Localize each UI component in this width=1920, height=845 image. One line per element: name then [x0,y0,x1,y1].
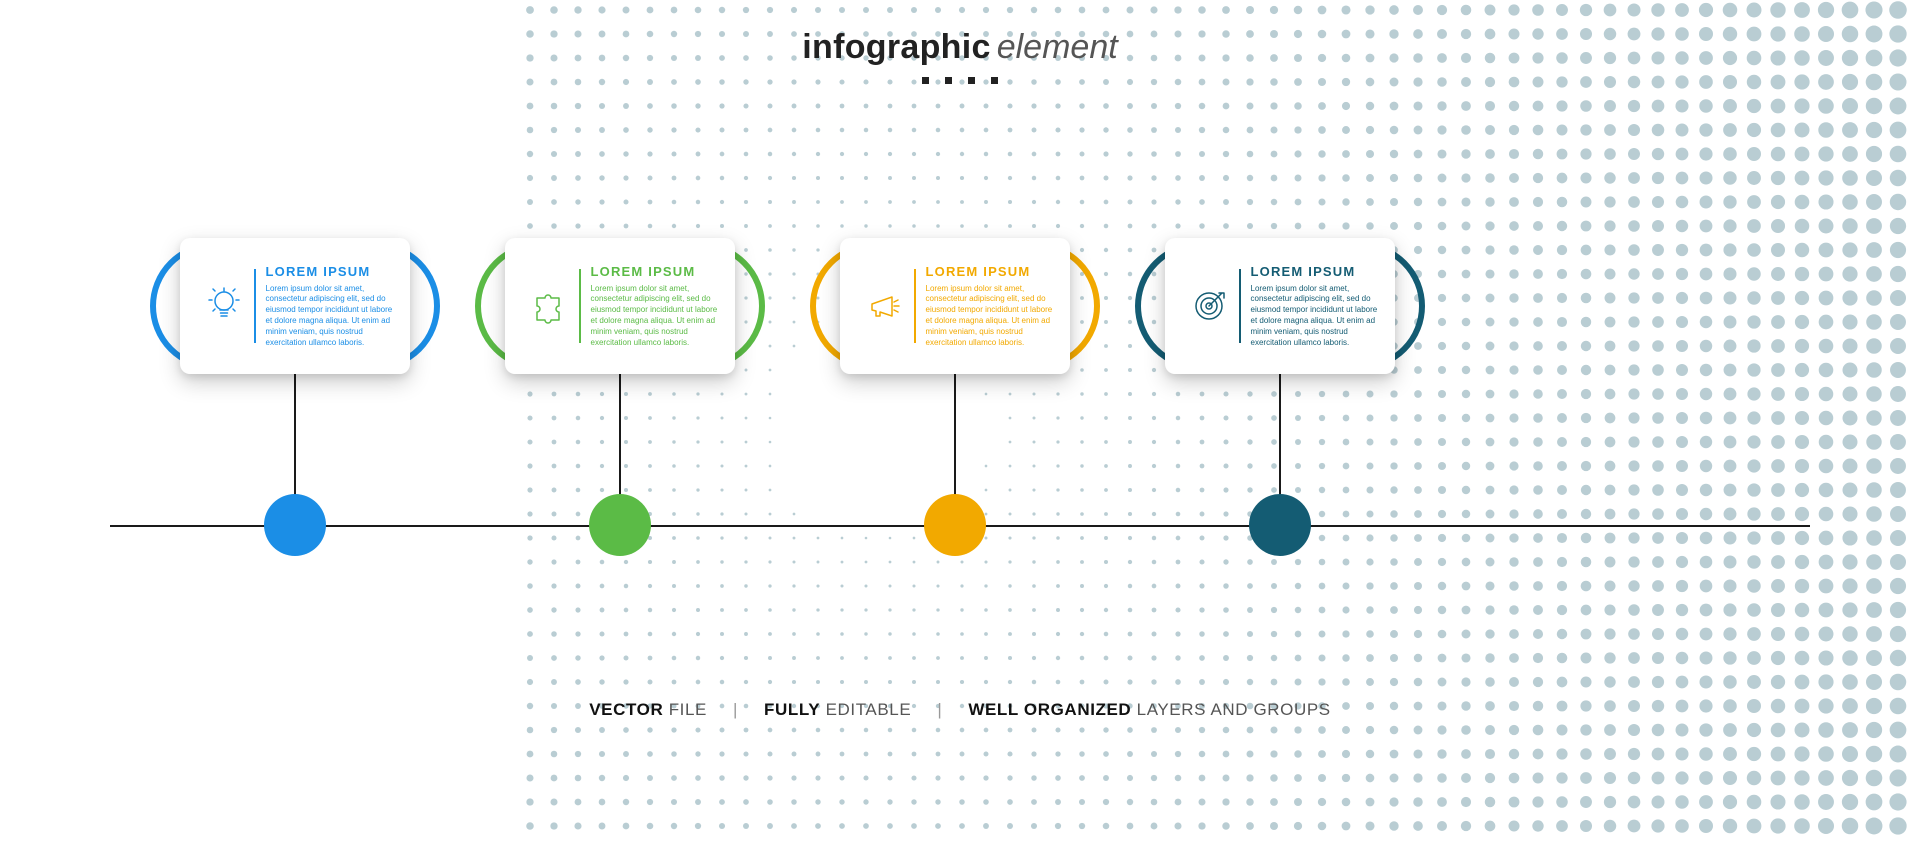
footer-caption: VECTOR FILE | FULLY EDITABLE | WELL ORGANIZE… [0,700,1920,720]
step-card: LOREM IPSUM Lorem ipsum dolor sit amet, c… [1135,242,1425,370]
card-body: Lorem ipsum dolor sit amet, consectetur … [266,284,397,349]
megaphone-icon [858,261,910,351]
card-title: LOREM IPSUM [266,264,397,279]
step-card: LOREM IPSUM Lorem ipsum dolor sit amet, c… [475,242,765,370]
timeline-axis [110,525,1810,527]
card-separator [1239,269,1241,343]
footer-light: LAYERS AND GROUPS [1131,700,1330,719]
card-wafer: LOREM IPSUM Lorem ipsum dolor sit amet, c… [505,238,735,374]
card-wafer: LOREM IPSUM Lorem ipsum dolor sit amet, c… [1165,238,1395,374]
timeline-node [1249,494,1311,556]
footer-divider: | [733,700,738,719]
card-title: LOREM IPSUM [591,264,722,279]
footer-light: EDITABLE [820,700,911,719]
header-dot [922,77,929,84]
page-header: infographicelement [0,28,1920,84]
card-text: LOREM IPSUM Lorem ipsum dolor sit amet, c… [1251,264,1382,349]
card-wafer: LOREM IPSUM Lorem ipsum dolor sit amet, c… [840,238,1070,374]
header-indicator-dots [0,77,1920,84]
header-title-italic: element [997,28,1118,66]
card-text: LOREM IPSUM Lorem ipsum dolor sit amet, c… [266,264,397,349]
timeline-node [924,494,986,556]
header-dot [991,77,998,84]
footer-light: FILE [663,700,707,719]
card-title: LOREM IPSUM [1251,264,1382,279]
header-title-bold: infographic [802,28,990,66]
header-dot [945,77,952,84]
footer-bold: FULLY [764,700,820,719]
card-text: LOREM IPSUM Lorem ipsum dolor sit amet, c… [591,264,722,349]
timeline-node [589,494,651,556]
footer-divider: | [937,700,942,719]
card-title: LOREM IPSUM [926,264,1057,279]
card-separator [254,269,256,343]
card-body: Lorem ipsum dolor sit amet, consectetur … [1251,284,1382,349]
card-separator [579,269,581,343]
timeline-node [264,494,326,556]
footer-bold: VECTOR [589,700,663,719]
card-text: LOREM IPSUM Lorem ipsum dolor sit amet, c… [926,264,1057,349]
lightbulb-icon [198,261,250,351]
header-dot [968,77,975,84]
card-wafer: LOREM IPSUM Lorem ipsum dolor sit amet, c… [180,238,410,374]
card-separator [914,269,916,343]
step-card: LOREM IPSUM Lorem ipsum dolor sit amet, c… [150,242,440,370]
puzzle-icon [523,261,575,351]
card-body: Lorem ipsum dolor sit amet, consectetur … [591,284,722,349]
footer-bold: WELL ORGANIZED [968,700,1131,719]
target-icon [1183,261,1235,351]
card-body: Lorem ipsum dolor sit amet, consectetur … [926,284,1057,349]
step-card: LOREM IPSUM Lorem ipsum dolor sit amet, c… [810,242,1100,370]
infographic-stage: infographicelement LOREM IPSUM Lorem ipsu… [0,0,1920,845]
